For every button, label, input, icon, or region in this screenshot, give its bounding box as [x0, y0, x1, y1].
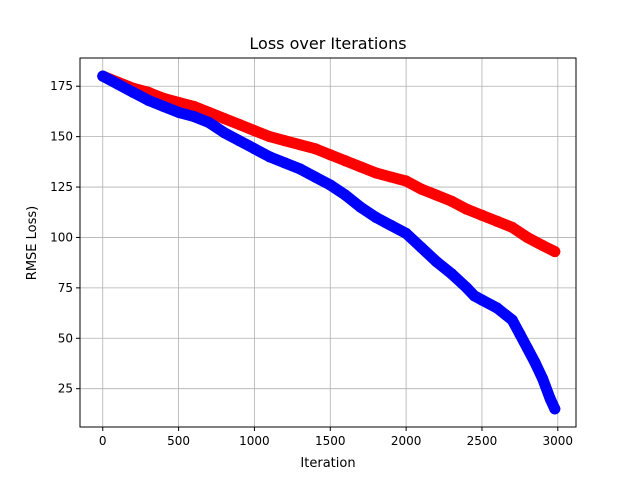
series-1-point: [400, 227, 412, 239]
series-1-point: [355, 201, 367, 213]
series-1-point: [309, 171, 321, 183]
x-axis-ticks: 0 500 1000 1500 2000 2500 3000: [99, 427, 573, 448]
series-0-point: [203, 106, 215, 118]
series-0-point: [370, 167, 382, 179]
x-tick-label: 1500: [315, 434, 346, 448]
series-1-point: [157, 100, 169, 112]
series-1-point: [248, 143, 260, 155]
series-1-point: [112, 78, 124, 90]
x-tick-label: 1000: [239, 434, 270, 448]
series-1-point: [446, 268, 458, 280]
x-tick-label: 500: [167, 434, 190, 448]
y-tick-label: 25: [58, 382, 73, 396]
chart-title: Loss over Iterations: [249, 34, 406, 53]
series-1-point: [461, 282, 473, 294]
series-0-point: [506, 221, 518, 233]
series-1-point: [544, 393, 556, 405]
series-1-point: [264, 151, 276, 163]
y-tick-label: 50: [58, 331, 73, 345]
x-tick-label: 2000: [391, 434, 422, 448]
series-1-point: [173, 106, 185, 118]
series-1-point: [476, 294, 488, 306]
series-1-point: [415, 242, 427, 253]
series-0-point: [491, 215, 503, 227]
series-1-point: [522, 342, 533, 354]
series-0-point: [188, 100, 200, 112]
series-1-point: [188, 111, 200, 122]
series-0-point: [355, 161, 367, 173]
series-1-point: [514, 328, 526, 340]
series-0-point: [476, 209, 488, 221]
grid: [80, 58, 576, 427]
series-0-point: [279, 135, 291, 147]
series-1-point: [537, 373, 549, 385]
plot-frame: [79, 57, 577, 428]
series-0-point: [431, 189, 442, 201]
series-0-point: [522, 232, 533, 243]
series-1-point: [339, 189, 351, 201]
series-1-point: [385, 219, 397, 231]
y-tick-label: 100: [50, 230, 73, 244]
series-0-point: [248, 125, 260, 137]
plot-series: [97, 70, 561, 415]
series-0-point: [415, 183, 427, 195]
series-0-point: [218, 113, 230, 124]
x-tick-label: 3000: [543, 434, 574, 448]
series-1-point: [203, 117, 215, 128]
series-0-point: [549, 246, 561, 258]
series-0-point: [264, 131, 276, 143]
series-0-point: [233, 119, 245, 130]
x-tick-label: 0: [99, 434, 107, 448]
series-1-point: [370, 211, 382, 223]
y-tick-label: 150: [50, 130, 73, 144]
series-1-point: [218, 127, 230, 139]
series-0-point: [446, 195, 458, 207]
series-0-point: [309, 143, 321, 155]
series-1-point: [294, 163, 306, 175]
series-0-point: [173, 96, 185, 108]
series-0-point: [294, 139, 306, 151]
y-axis-label: RMSE Loss): [25, 206, 40, 280]
y-tick-label: 75: [58, 281, 73, 295]
y-axis-ticks: 25 50 75 100 125 150 175: [50, 79, 80, 396]
series-0-point: [537, 240, 549, 251]
series-1-point: [97, 70, 109, 82]
series-1-point: [324, 179, 336, 191]
series-0-point: [339, 155, 351, 167]
series-1-point: [431, 256, 442, 268]
series-0-point: [324, 149, 336, 161]
y-tick-label: 175: [50, 79, 73, 93]
series-1-point: [506, 314, 518, 326]
series-0-point: [461, 203, 473, 215]
series-0-point: [400, 175, 412, 187]
y-tick-label: 125: [50, 180, 73, 194]
series-1-point: [529, 357, 541, 368]
x-tick-label: 2500: [467, 434, 498, 448]
series-1-point: [127, 86, 139, 98]
x-axis-label: Iteration: [300, 456, 355, 471]
series-1-point: [279, 157, 291, 169]
series-1-point: [491, 302, 503, 314]
series-0-point: [385, 171, 397, 183]
series-1-point: [549, 403, 561, 415]
series-1-point: [233, 135, 245, 147]
series-1-point: [142, 94, 154, 106]
